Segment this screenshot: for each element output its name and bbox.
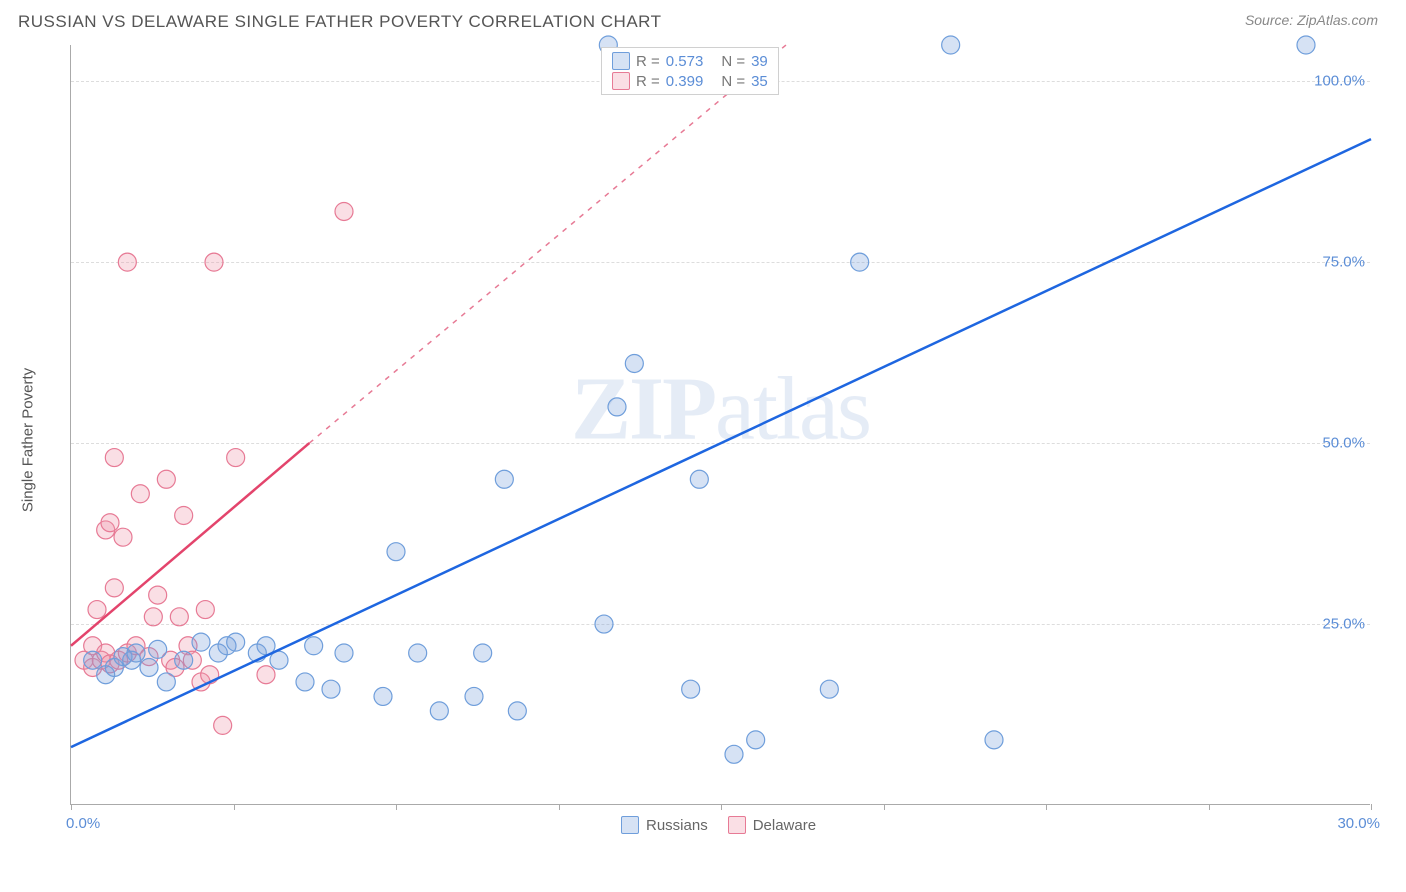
data-point-russians bbox=[409, 644, 427, 662]
swatch-russians bbox=[612, 52, 630, 70]
data-point-delaware bbox=[170, 608, 188, 626]
data-point-russians bbox=[227, 633, 245, 651]
x-tick bbox=[721, 804, 722, 810]
swatch-delaware-bottom bbox=[728, 816, 746, 834]
data-point-russians bbox=[322, 680, 340, 698]
chart-title: RUSSIAN VS DELAWARE SINGLE FATHER POVERT… bbox=[18, 12, 662, 32]
data-point-russians bbox=[851, 253, 869, 271]
correlation-legend: R = 0.573 N = 39 R = 0.399 N = 35 bbox=[601, 47, 779, 95]
legend-item-russians: Russians bbox=[621, 816, 708, 834]
data-point-delaware bbox=[101, 514, 119, 532]
data-point-russians bbox=[84, 651, 102, 669]
data-point-delaware bbox=[114, 528, 132, 546]
data-point-delaware bbox=[205, 253, 223, 271]
data-point-delaware bbox=[257, 666, 275, 684]
series-legend: Russians Delaware bbox=[621, 816, 816, 834]
data-point-delaware bbox=[227, 449, 245, 467]
data-point-russians bbox=[127, 644, 145, 662]
data-point-russians bbox=[1297, 36, 1315, 54]
data-point-delaware bbox=[157, 470, 175, 488]
data-point-russians bbox=[725, 745, 743, 763]
x-tick bbox=[1046, 804, 1047, 810]
data-point-delaware bbox=[131, 485, 149, 503]
legend-row-delaware-n: N = 35 bbox=[721, 72, 767, 90]
chart-container: Single Father Poverty ZIPatlas 25.0%50.0… bbox=[50, 45, 1380, 835]
data-point-delaware bbox=[105, 449, 123, 467]
data-point-russians bbox=[149, 640, 167, 658]
data-point-russians bbox=[595, 615, 613, 633]
data-point-russians bbox=[430, 702, 448, 720]
legend-item-delaware: Delaware bbox=[728, 816, 816, 834]
data-point-delaware bbox=[88, 601, 106, 619]
data-point-russians bbox=[495, 470, 513, 488]
data-point-delaware bbox=[196, 601, 214, 619]
legend-row-russians-r: R = 0.573 bbox=[612, 52, 703, 70]
data-point-delaware bbox=[335, 202, 353, 220]
data-point-delaware bbox=[214, 716, 232, 734]
data-point-russians bbox=[175, 651, 193, 669]
swatch-russians-bottom bbox=[621, 816, 639, 834]
data-point-delaware bbox=[118, 253, 136, 271]
data-point-russians bbox=[140, 658, 158, 676]
data-point-russians bbox=[625, 354, 643, 372]
data-point-russians bbox=[157, 673, 175, 691]
data-point-russians bbox=[296, 673, 314, 691]
x-tick bbox=[234, 804, 235, 810]
x-axis-max-label: 30.0% bbox=[1337, 815, 1380, 832]
trend-extension-delaware bbox=[309, 45, 786, 443]
data-point-russians bbox=[474, 644, 492, 662]
trend-line-delaware bbox=[71, 443, 309, 646]
legend-row-delaware-r: R = 0.399 bbox=[612, 72, 703, 90]
x-tick bbox=[559, 804, 560, 810]
plot-area: ZIPatlas 25.0%50.0%75.0%100.0% 0.0% 30.0… bbox=[70, 45, 1370, 805]
data-point-russians bbox=[985, 731, 1003, 749]
data-point-russians bbox=[690, 470, 708, 488]
data-point-russians bbox=[374, 687, 392, 705]
data-point-delaware bbox=[175, 506, 193, 524]
x-axis-min-label: 0.0% bbox=[66, 815, 100, 832]
swatch-delaware bbox=[612, 72, 630, 90]
scatter-svg bbox=[71, 45, 1370, 804]
data-point-russians bbox=[508, 702, 526, 720]
data-point-delaware bbox=[149, 586, 167, 604]
data-point-russians bbox=[465, 687, 483, 705]
data-point-russians bbox=[608, 398, 626, 416]
x-tick bbox=[884, 804, 885, 810]
trend-line-russians bbox=[71, 139, 1371, 747]
x-tick bbox=[396, 804, 397, 810]
data-point-russians bbox=[305, 637, 323, 655]
x-tick bbox=[1371, 804, 1372, 810]
source-attribution: Source: ZipAtlas.com bbox=[1245, 12, 1378, 28]
data-point-russians bbox=[942, 36, 960, 54]
data-point-russians bbox=[335, 644, 353, 662]
data-point-russians bbox=[820, 680, 838, 698]
data-point-russians bbox=[192, 633, 210, 651]
data-point-russians bbox=[747, 731, 765, 749]
legend-row-russians-n: N = 39 bbox=[721, 52, 767, 70]
data-point-delaware bbox=[144, 608, 162, 626]
data-point-russians bbox=[682, 680, 700, 698]
y-axis-label: Single Father Poverty bbox=[20, 368, 37, 512]
x-tick bbox=[1209, 804, 1210, 810]
data-point-delaware bbox=[105, 579, 123, 597]
x-tick bbox=[71, 804, 72, 810]
data-point-russians bbox=[387, 543, 405, 561]
